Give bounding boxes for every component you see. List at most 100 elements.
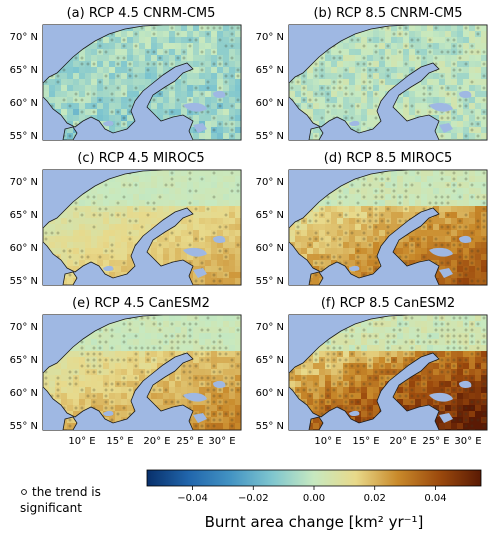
grid-cell [373,61,379,67]
grid-cell [121,230,127,236]
grid-cell [343,103,349,109]
grid-cell [235,260,241,266]
grid-cell [169,91,175,97]
grid-cell [415,242,421,248]
significance-dot [194,38,198,42]
significance-dot [200,26,204,30]
grid-cell [193,429,199,430]
grid-cell [199,133,205,139]
grid-cell [373,49,379,55]
grid-cell [109,393,115,399]
grid-cell [445,230,451,236]
grid-cell [223,170,229,176]
grid-cell [307,248,313,254]
grid-cell [463,182,469,188]
grid-cell [217,85,223,91]
grid-cell [211,49,217,55]
grid-cell [463,327,469,333]
grid-cell [157,218,163,224]
grid-cell [355,55,361,61]
grid-cell [163,248,169,254]
grid-cell [421,91,427,97]
grid-cell [463,230,469,236]
grid-cell [49,85,55,91]
significance-dot [56,231,60,235]
significance-dot [404,255,408,259]
grid-cell [373,254,379,260]
significance-dot [75,286,77,288]
grid-cell [445,218,451,224]
grid-cell [121,61,127,67]
grid-cell [163,254,169,260]
significance-dot [122,376,126,380]
grid-cell [79,115,85,121]
grid-cell [403,248,409,254]
grid-cell [187,79,193,85]
grid-cell [55,387,61,393]
grid-cell [235,67,241,73]
grid-cell [385,212,391,218]
grid-cell [109,127,115,133]
grid-cell [373,121,379,127]
grid-cell [469,115,475,121]
grid-cell [307,242,313,248]
grid-cell [79,363,85,369]
grid-cell [475,266,481,272]
grid-cell [373,333,379,339]
grid-cell [175,25,181,31]
significance-dot [434,195,438,199]
significance-dot [321,286,323,288]
grid-cell [385,79,391,85]
grid-cell [187,369,193,375]
grid-cell [433,339,439,345]
grid-cell [73,411,79,417]
significance-dot [452,92,456,96]
grid-cell [367,321,373,327]
significance-dot [98,340,102,344]
grid-cell [367,339,373,345]
significance-dot [86,370,90,374]
grid-cell [103,351,109,357]
significance-dot [356,62,360,66]
significance-dot [386,74,390,78]
grid-cell [91,387,97,393]
significance-dot [44,231,48,235]
grid-cell [217,278,223,284]
grid-cell [475,315,481,321]
grid-cell [325,351,331,357]
grid-cell [451,327,457,333]
grid-cell [475,176,481,182]
significance-dot [458,261,462,265]
grid-cell [295,236,301,242]
grid-cell [223,399,229,405]
grid-cell [337,345,343,351]
grid-cell [193,363,199,369]
grid-cell [229,333,235,339]
grid-cell [115,43,121,49]
significance-dot [482,213,486,217]
grid-cell [211,405,217,411]
grid-cell [151,61,157,67]
grid-cell [325,345,331,351]
grid-cell [115,49,121,55]
grid-cell [319,109,325,115]
grid-cell [379,49,385,55]
significance-dot [338,189,342,193]
significance-dot [308,104,312,108]
significance-dot [206,382,210,386]
grid-cell [109,182,115,188]
grid-cell [163,230,169,236]
grid-cell [445,212,451,218]
grid-cell [199,278,205,284]
grid-cell [145,357,151,363]
significance-dot [129,431,131,433]
significance-dot [464,213,468,217]
grid-cell [205,67,211,73]
grid-cell [205,399,211,405]
grid-cell [457,363,463,369]
significance-dot [416,334,420,338]
grid-cell [133,194,139,200]
grid-cell [97,97,103,103]
grid-cell [427,254,433,260]
significance-dot [332,56,336,60]
